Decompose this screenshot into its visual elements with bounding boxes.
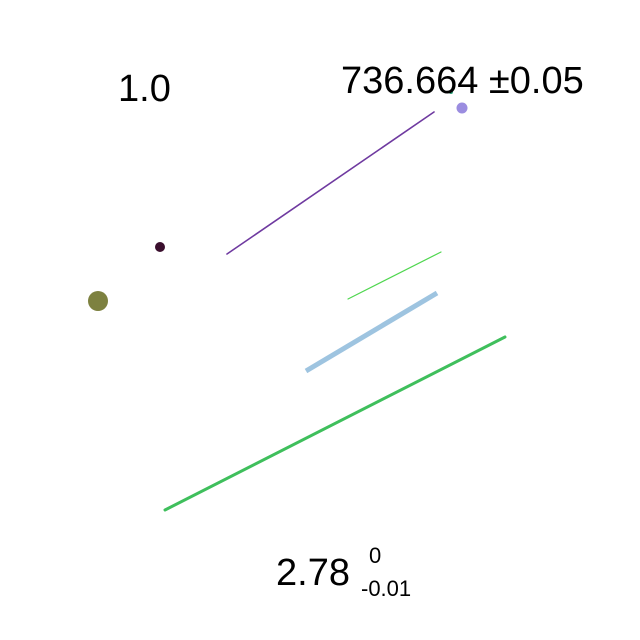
bottom-lower-bound: -0.01 [361, 576, 412, 601]
green-line [163, 335, 507, 512]
lavender-dot [456, 102, 468, 114]
light-blue-line [304, 290, 439, 374]
purple-line [226, 111, 435, 255]
light-green-line [347, 251, 442, 300]
top-left-label: 1.0 [118, 68, 171, 110]
bottom-upper-bound: 0 [369, 543, 382, 568]
top-right-label: 736.664 ±0.05 [341, 60, 584, 102]
dark-dot [155, 242, 165, 252]
teal-dot [449, 90, 453, 94]
bottom-value: 2.78 [276, 552, 350, 594]
olive-dot [88, 291, 108, 311]
